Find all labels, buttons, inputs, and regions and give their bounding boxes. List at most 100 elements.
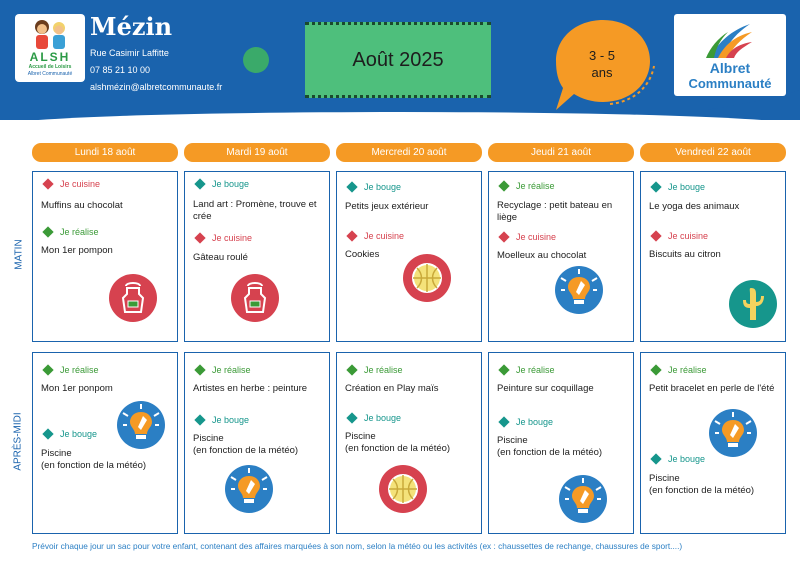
kids-illustration-icon: [35, 20, 65, 49]
diamond-bullet-icon: [650, 453, 662, 465]
activity-name: Création en Play maïs: [345, 383, 439, 394]
activity-cell-morning-thursday: Je réalise Recyclage : petit bateau en li…: [488, 171, 634, 342]
phone-text: 07 85 21 10 00: [90, 65, 151, 75]
age-range: 3 - 5 ans: [560, 47, 644, 81]
diamond-bullet-icon: [346, 412, 358, 424]
activity-cell-morning-wednesday: Je bouge Petits jeux extérieur Je cuisine C…: [336, 171, 482, 342]
activity-category: Je cuisine: [41, 178, 101, 190]
activity-category-label: Je réalise: [60, 227, 99, 237]
activity-category-label: Je cuisine: [668, 231, 709, 241]
address-text: Rue Casimir Laffitte: [90, 48, 169, 58]
creative-bulb-icon: [559, 475, 607, 523]
activity-category: Je réalise: [41, 226, 99, 238]
alsh-logo-title: ALSH: [29, 50, 71, 64]
activity-name: Mon 1er ponpom: [41, 383, 113, 394]
period-label-afternoon: APRÈS-MIDI: [12, 412, 24, 471]
day-label: Vendredi 22 août: [675, 147, 751, 158]
activity-category: Je cuisine: [345, 230, 405, 242]
albret-logo-line2: Communauté: [688, 76, 772, 91]
activity-cell-afternoon-friday: Je réalise Petit bracelet en perle de l'é…: [640, 352, 786, 534]
activity-category-label: Je cuisine: [364, 231, 405, 241]
activity-category: Je bouge: [41, 428, 98, 440]
age-range-unit: ans: [591, 65, 613, 80]
albret-flame-icon: [706, 24, 752, 58]
diamond-bullet-icon: [498, 180, 510, 192]
ball-icon: [403, 254, 451, 302]
activity-name: Piscine (en fonction de la météo): [193, 433, 299, 456]
apron-icon: [109, 274, 157, 322]
diamond-bullet-icon: [42, 178, 54, 190]
activity-name: Recyclage : petit bateau en liège: [497, 200, 613, 223]
diamond-bullet-icon: [194, 232, 206, 244]
diamond-bullet-icon: [650, 364, 662, 376]
yoga-cactus-icon: [729, 280, 777, 328]
center-name: Mézin: [90, 12, 173, 41]
activity-name: Gâteau roulé: [193, 252, 248, 263]
activity-name: Artistes en herbe : peinture: [193, 383, 308, 394]
activity-category: Je bouge: [193, 178, 250, 190]
activity-category: Je cuisine: [193, 232, 252, 244]
creative-bulb-icon: [225, 465, 273, 513]
activity-category-label: Je bouge: [668, 182, 706, 192]
diamond-bullet-icon: [194, 414, 206, 426]
activity-name: Petits jeux extérieur: [345, 201, 429, 212]
activity-name: Cookies: [345, 249, 380, 260]
alsh-logo-org: Albret Communauté: [27, 71, 73, 77]
activity-category-label: Je bouge: [60, 429, 98, 439]
activity-category: Je réalise: [193, 364, 251, 376]
creative-bulb-icon: [709, 409, 757, 457]
activity-cell-afternoon-wednesday: Je réalise Création en Play maïs Je bouge P…: [336, 352, 482, 534]
activity-category-label: Je cuisine: [60, 179, 101, 189]
activity-category: Je bouge: [649, 181, 706, 193]
activity-category-label: Je bouge: [668, 454, 706, 464]
diamond-bullet-icon: [346, 181, 358, 193]
activity-category-label: Je bouge: [212, 415, 250, 425]
activity-name: Biscuits au citron: [649, 249, 721, 260]
activity-cell-morning-friday: Je bouge Le yoga des animaux Je cuisine Bis…: [640, 171, 786, 342]
day-header-wednesday: Mercredi 20 août: [336, 143, 482, 162]
apron-icon: [231, 274, 279, 322]
footer-note: Prévoir chaque jour un sac pour votre en…: [32, 541, 683, 551]
activity-category: Je réalise: [41, 364, 99, 376]
activity-category: Je cuisine: [497, 231, 556, 243]
diamond-bullet-icon: [346, 230, 358, 242]
diamond-bullet-icon: [650, 181, 662, 193]
activity-category: Je réalise: [649, 364, 707, 376]
activity-category-label: Je bouge: [516, 417, 554, 427]
activity-name: Moelleux au chocolat: [497, 250, 587, 261]
creative-bulb-icon: [117, 401, 165, 449]
activity-name: Land art : Promène, trouve et crée: [193, 199, 317, 222]
alsh-logo: ALSH Accueil de Loisirs Albret Communaut…: [15, 14, 85, 82]
activity-name: Piscine (en fonction de la météo): [497, 435, 603, 458]
activity-category: Je bouge: [497, 416, 554, 428]
diamond-bullet-icon: [194, 178, 206, 190]
activity-name: Peinture sur coquillage: [497, 383, 594, 394]
diamond-bullet-icon: [346, 364, 358, 376]
activity-cell-afternoon-monday: Je réalise Mon 1er ponpom Je bouge Piscine …: [32, 352, 178, 534]
activity-category-label: Je réalise: [668, 365, 707, 375]
activity-name: Petit bracelet en perle de l'été: [649, 383, 775, 394]
activity-category: Je réalise: [497, 364, 555, 376]
activity-cell-morning-tuesday: Je bouge Land art : Promène, trouve et cr…: [184, 171, 330, 342]
activity-name: Mon 1er pompon: [41, 245, 113, 256]
email-text: alshmézin@albretcommunaute.fr: [90, 82, 223, 92]
activity-category: Je bouge: [649, 453, 706, 465]
activity-category-label: Je réalise: [60, 365, 99, 375]
month-title: Août 2025: [352, 48, 444, 71]
month-title-box: Août 2025: [305, 22, 491, 98]
header-bottom-curve: [0, 112, 800, 126]
activity-cell-morning-monday: Je cuisine Muffins au chocolat Je réalise M…: [32, 171, 178, 342]
activity-name: Muffins au chocolat: [41, 200, 123, 211]
activity-name: Piscine (en fonction de la météo): [41, 448, 147, 471]
diamond-bullet-icon: [498, 364, 510, 376]
day-label: Lundi 18 août: [74, 147, 136, 158]
day-header-monday: Lundi 18 août: [32, 143, 178, 162]
activity-category: Je cuisine: [649, 230, 709, 242]
day-header-friday: Vendredi 22 août: [640, 143, 786, 162]
activity-category-label: Je réalise: [516, 181, 555, 191]
activity-category-label: Je réalise: [364, 365, 403, 375]
diamond-bullet-icon: [42, 226, 54, 238]
diamond-bullet-icon: [194, 364, 206, 376]
activity-name: Piscine (en fonction de la météo): [649, 473, 755, 496]
activity-category-label: Je bouge: [212, 179, 250, 189]
